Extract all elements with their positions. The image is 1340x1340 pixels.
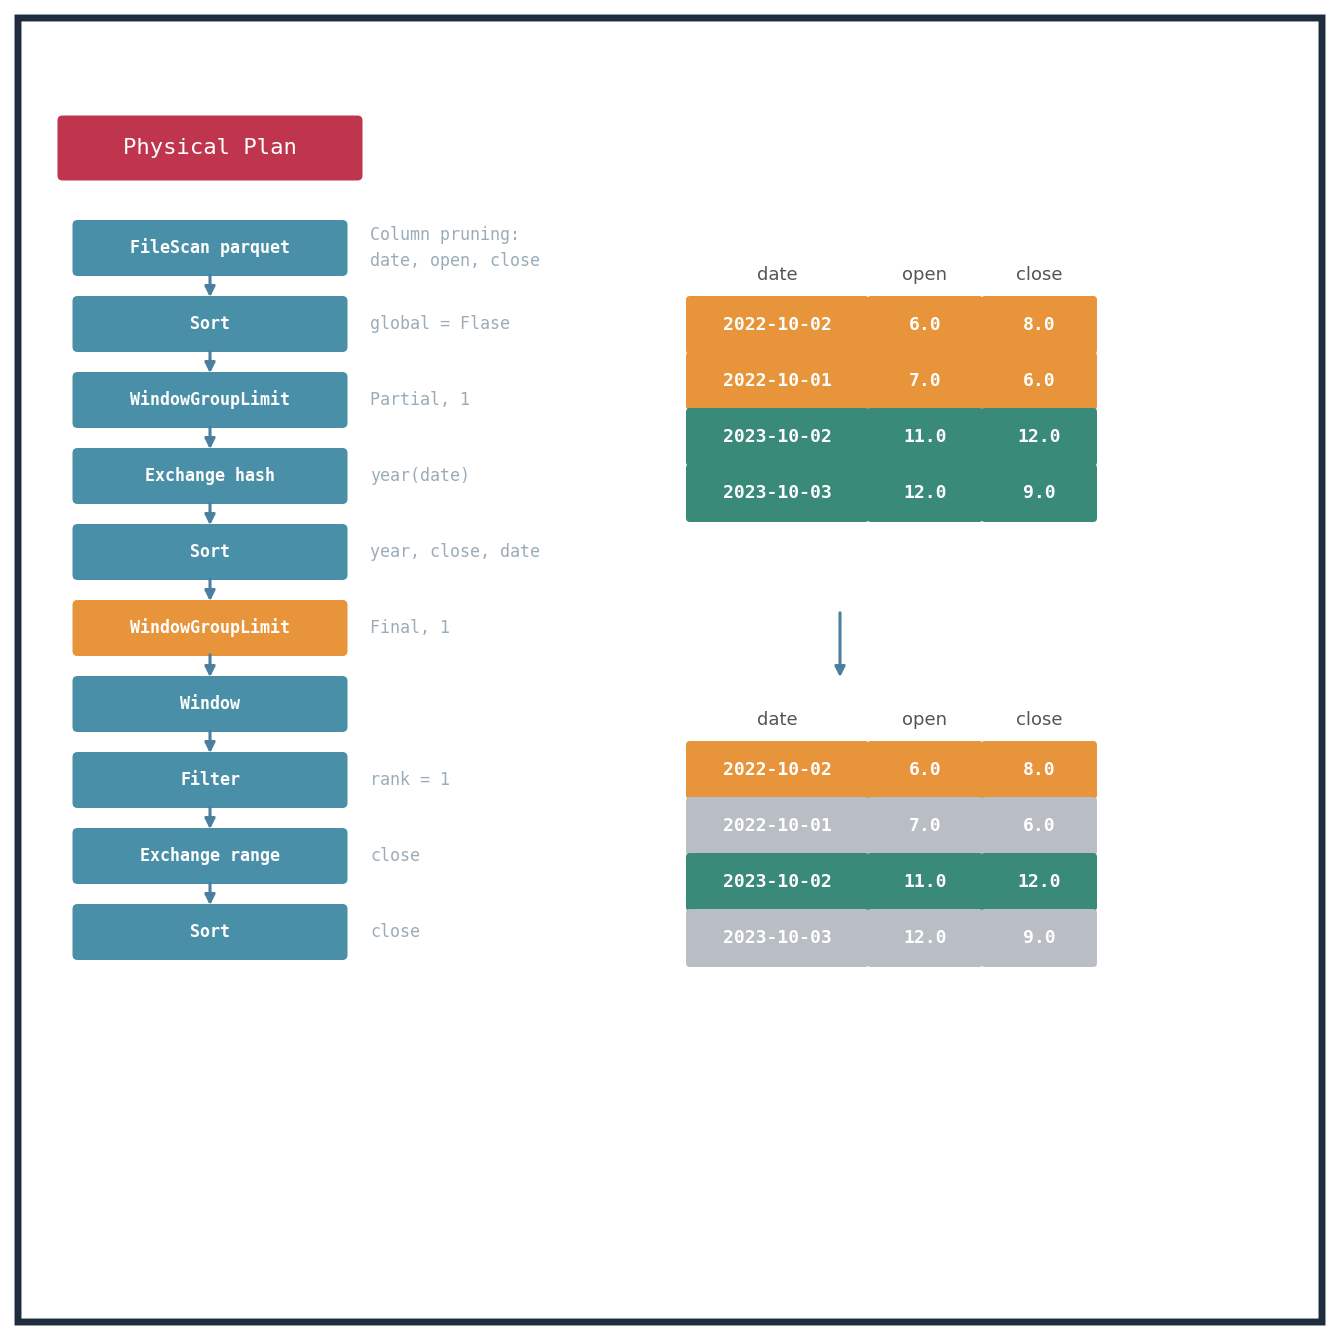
FancyBboxPatch shape [867,797,984,855]
Text: Exchange hash: Exchange hash [145,468,275,485]
Text: year(date): year(date) [370,468,470,485]
Text: 12.0: 12.0 [1017,872,1061,891]
FancyBboxPatch shape [686,296,870,354]
FancyBboxPatch shape [686,352,870,410]
Text: 2023-10-03: 2023-10-03 [724,484,832,502]
FancyBboxPatch shape [72,600,347,657]
FancyBboxPatch shape [686,854,870,911]
FancyBboxPatch shape [867,464,984,523]
Text: Window: Window [180,695,240,713]
Text: Exchange range: Exchange range [139,847,280,866]
Text: Sort: Sort [190,923,230,941]
Text: 6.0: 6.0 [1022,373,1056,390]
Text: year, close, date: year, close, date [370,543,540,561]
FancyBboxPatch shape [72,448,347,504]
Text: 2022-10-02: 2022-10-02 [724,316,832,334]
FancyBboxPatch shape [981,797,1097,855]
FancyBboxPatch shape [58,115,363,181]
Text: close: close [370,847,419,866]
Text: 2022-10-01: 2022-10-01 [724,373,832,390]
FancyBboxPatch shape [72,373,347,427]
Text: 2022-10-01: 2022-10-01 [724,817,832,835]
Text: 12.0: 12.0 [1017,427,1061,446]
Text: Filter: Filter [180,770,240,789]
FancyBboxPatch shape [686,909,870,967]
FancyBboxPatch shape [686,464,870,523]
Text: Sort: Sort [190,315,230,334]
Text: 7.0: 7.0 [909,373,941,390]
Text: 2023-10-02: 2023-10-02 [724,427,832,446]
Text: date: date [757,712,797,729]
FancyBboxPatch shape [981,407,1097,466]
Text: 6.0: 6.0 [909,761,941,779]
FancyBboxPatch shape [981,464,1097,523]
Text: Sort: Sort [190,543,230,561]
Text: close: close [1016,712,1063,729]
Text: 9.0: 9.0 [1022,484,1056,502]
FancyBboxPatch shape [72,752,347,808]
Text: open: open [903,712,947,729]
FancyBboxPatch shape [867,909,984,967]
Text: 11.0: 11.0 [903,872,947,891]
Text: Partial, 1: Partial, 1 [370,391,470,409]
FancyBboxPatch shape [981,909,1097,967]
FancyBboxPatch shape [867,854,984,911]
FancyBboxPatch shape [72,524,347,580]
FancyBboxPatch shape [72,905,347,959]
Text: 12.0: 12.0 [903,484,947,502]
Text: 7.0: 7.0 [909,817,941,835]
FancyBboxPatch shape [867,296,984,354]
FancyBboxPatch shape [867,407,984,466]
FancyBboxPatch shape [867,741,984,799]
Text: date: date [757,267,797,284]
FancyBboxPatch shape [686,797,870,855]
FancyBboxPatch shape [686,741,870,799]
Text: close: close [370,923,419,941]
Text: 8.0: 8.0 [1022,761,1056,779]
Text: 12.0: 12.0 [903,929,947,947]
FancyBboxPatch shape [72,296,347,352]
Text: Column pruning:
date, open, close: Column pruning: date, open, close [370,226,540,271]
FancyBboxPatch shape [981,854,1097,911]
FancyBboxPatch shape [72,675,347,732]
Text: rank = 1: rank = 1 [370,770,450,789]
Text: WindowGroupLimit: WindowGroupLimit [130,619,289,638]
Text: Physical Plan: Physical Plan [123,138,297,158]
Text: 8.0: 8.0 [1022,316,1056,334]
Text: 6.0: 6.0 [909,316,941,334]
FancyBboxPatch shape [981,741,1097,799]
FancyBboxPatch shape [981,352,1097,410]
Text: open: open [903,267,947,284]
Text: 2022-10-02: 2022-10-02 [724,761,832,779]
FancyBboxPatch shape [72,828,347,884]
FancyBboxPatch shape [72,220,347,276]
Text: 2023-10-03: 2023-10-03 [724,929,832,947]
Text: FileScan parquet: FileScan parquet [130,239,289,257]
Text: close: close [1016,267,1063,284]
FancyBboxPatch shape [686,407,870,466]
Text: 11.0: 11.0 [903,427,947,446]
Text: Final, 1: Final, 1 [370,619,450,636]
FancyBboxPatch shape [981,296,1097,354]
Text: WindowGroupLimit: WindowGroupLimit [130,390,289,410]
Text: 6.0: 6.0 [1022,817,1056,835]
FancyBboxPatch shape [17,17,1323,1323]
FancyBboxPatch shape [867,352,984,410]
Text: 2023-10-02: 2023-10-02 [724,872,832,891]
Text: global = Flase: global = Flase [370,315,511,334]
Text: 9.0: 9.0 [1022,929,1056,947]
